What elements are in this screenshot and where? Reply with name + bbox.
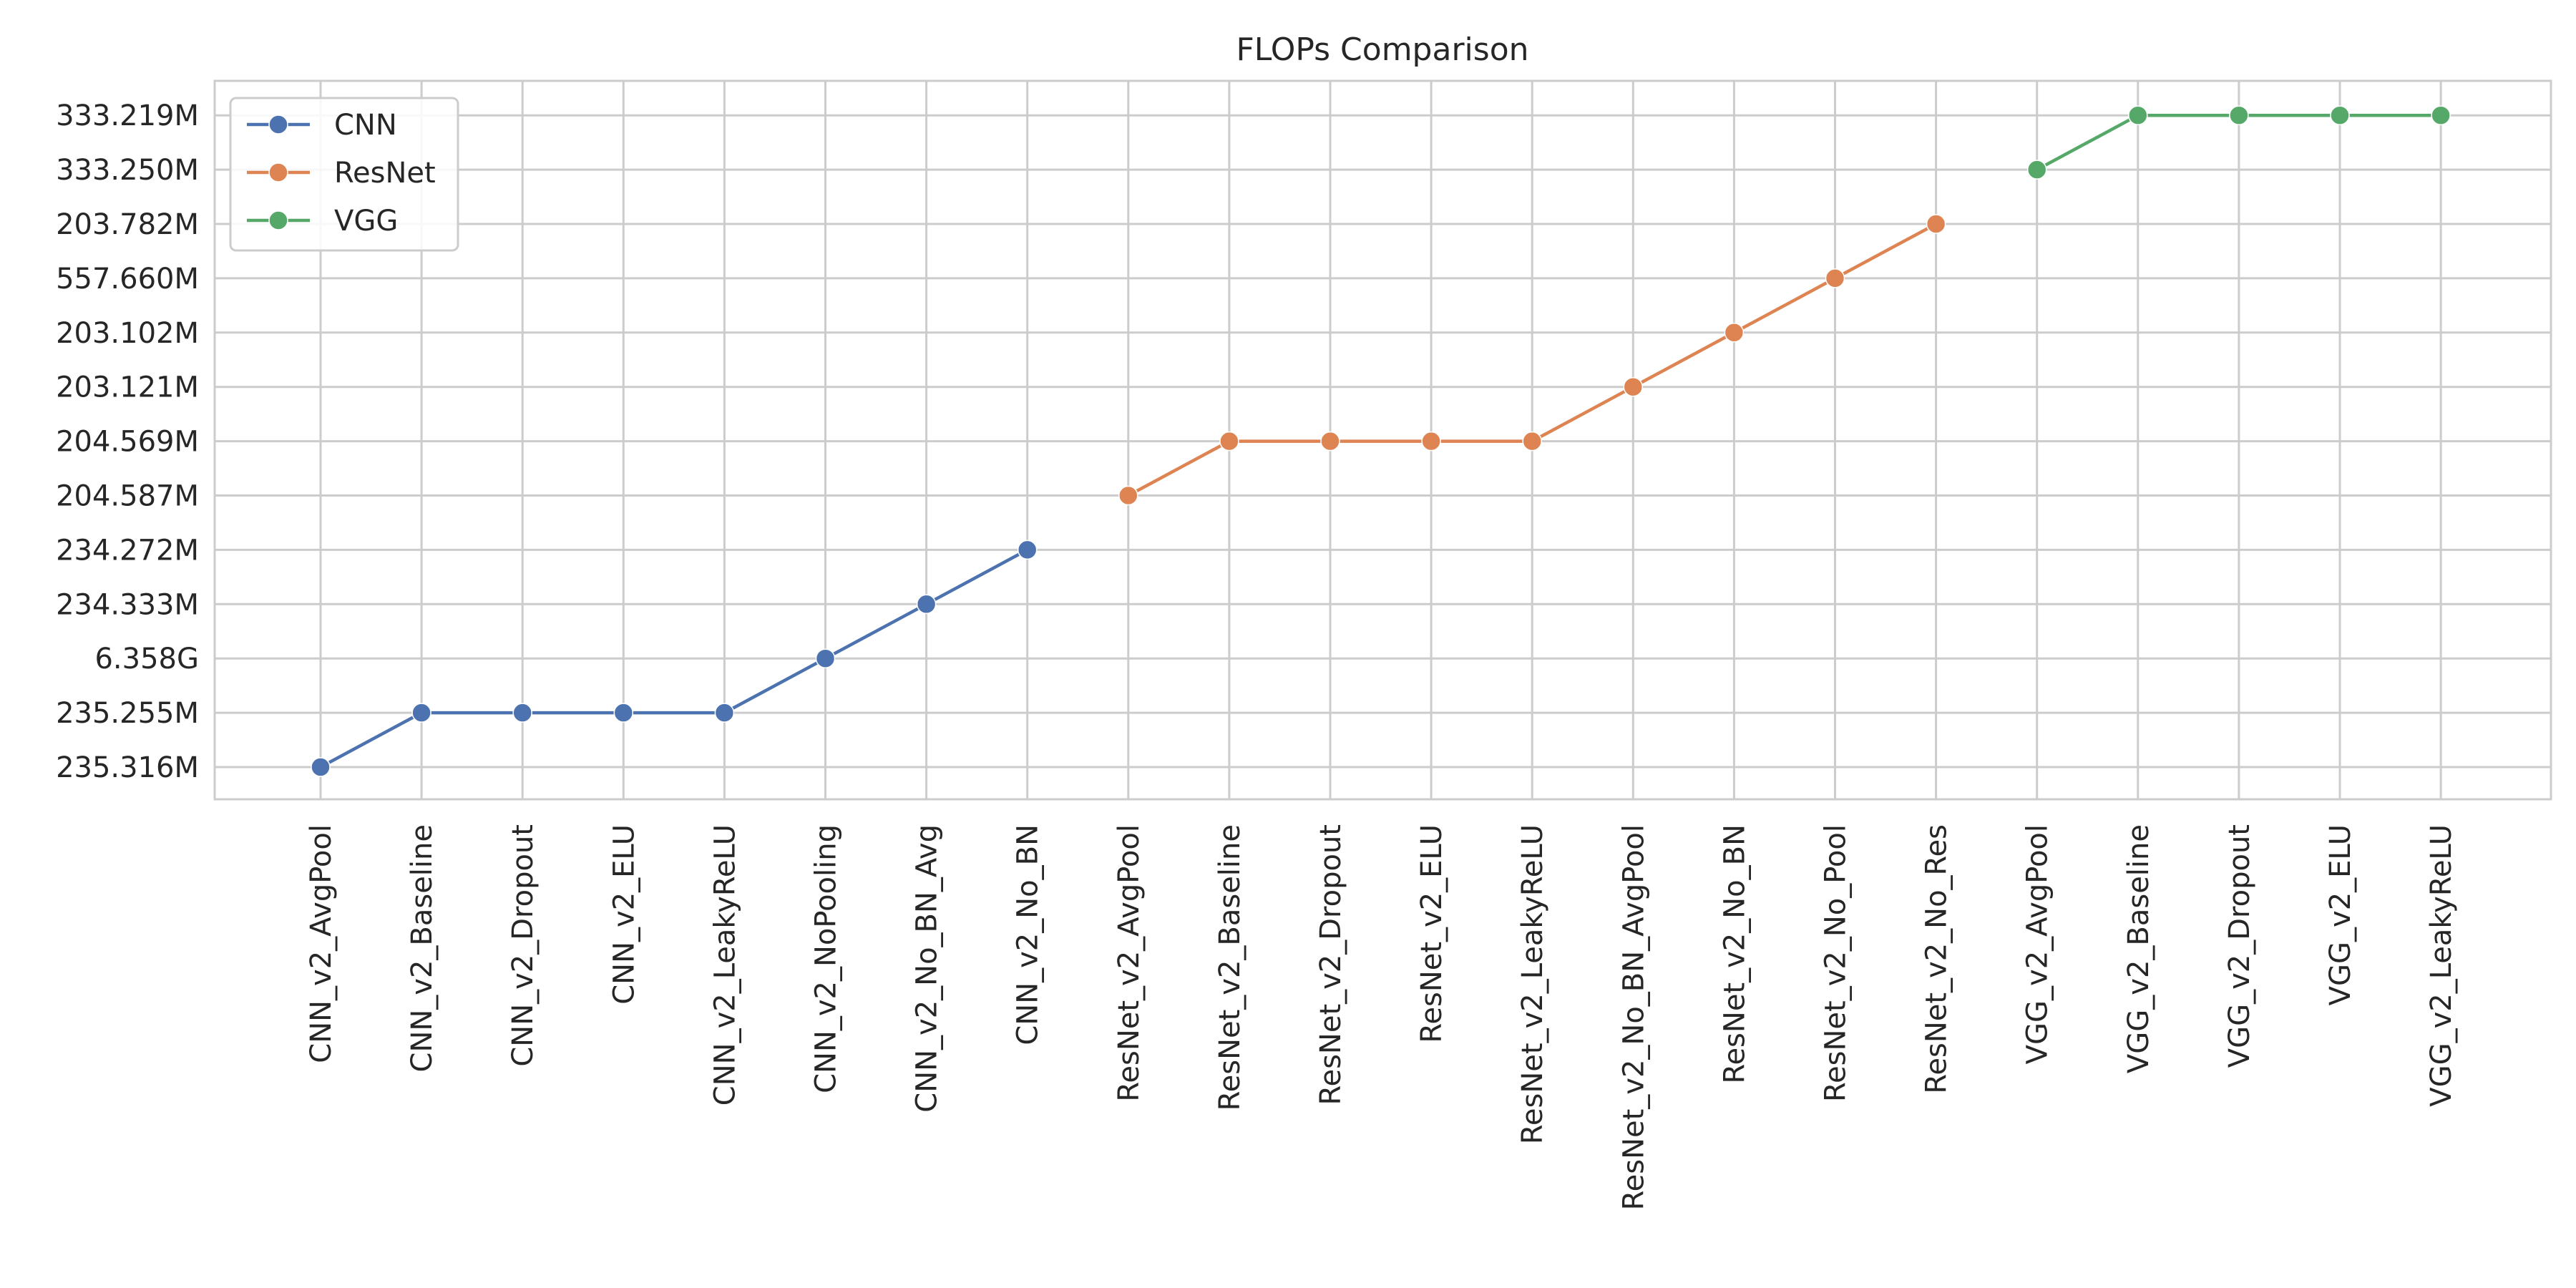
series-cnn xyxy=(311,540,1038,777)
data-point-resnet xyxy=(1825,268,1845,288)
x-tick-labels: CNN_v2_AvgPool CNN_v2_Baseline CNN_v2_Drop… xyxy=(305,824,2458,1210)
y-tick-label: 234.333M xyxy=(56,588,199,621)
legend-marker-vgg xyxy=(268,210,288,230)
data-point-resnet xyxy=(1926,214,1946,234)
x-tick-label: ResNet_v2_AvgPool xyxy=(1113,824,1146,1102)
data-point-vgg xyxy=(2229,105,2249,125)
legend-label-resnet: ResNet xyxy=(334,157,436,190)
y-tick-label: 203.782M xyxy=(56,208,199,241)
legend-box xyxy=(229,97,459,252)
data-point-vgg xyxy=(2330,105,2350,125)
legend-marker-cnn xyxy=(268,114,288,135)
y-tick-labels: 235.316M 235.255M 6.358G 234.333M 234.272M 20… xyxy=(56,99,199,784)
legend: CNN ResNet VGG xyxy=(229,97,459,252)
x-tick-label: ResNet_v2_Dropout xyxy=(1314,824,1347,1106)
data-point-resnet xyxy=(1219,431,1239,452)
x-tick-label: CNN_v2_No_BN_Avg xyxy=(911,824,944,1113)
y-tick-label: 333.250M xyxy=(56,154,199,187)
y-tick-label: 204.587M xyxy=(56,480,199,513)
y-tick-label: 203.102M xyxy=(56,317,199,350)
data-point-vgg xyxy=(2431,105,2451,125)
x-tick-label: CNN_v2_ELU xyxy=(608,824,640,1005)
data-point-resnet xyxy=(1320,431,1340,452)
y-tick-label: 204.569M xyxy=(56,426,199,459)
data-point-vgg xyxy=(2026,160,2047,180)
data-point-cnn xyxy=(916,594,937,615)
legend-marker-resnet xyxy=(268,162,288,182)
x-tick-label: VGG_v2_AvgPool xyxy=(2021,824,2054,1064)
series-vgg xyxy=(2026,105,2451,180)
y-tick-label: 235.316M xyxy=(56,751,199,784)
x-tick-label: ResNet_v2_No_Pool xyxy=(1820,824,1853,1102)
x-tick-label: CNN_v2_Dropout xyxy=(507,824,540,1067)
x-tick-label: CNN_v2_LeakyReLU xyxy=(708,824,741,1106)
x-tick-label: VGG_v2_Dropout xyxy=(2223,824,2256,1068)
data-point-cnn xyxy=(714,703,735,723)
y-tick-label: 234.272M xyxy=(56,534,199,567)
x-tick-label: VGG_v2_LeakyReLU xyxy=(2425,824,2458,1107)
x-tick-label: ResNet_v2_No_BN xyxy=(1718,824,1751,1084)
data-point-cnn xyxy=(512,703,532,723)
x-tick-label: ResNet_v2_No_Res xyxy=(1921,824,1953,1094)
legend-label-cnn: CNN xyxy=(334,109,397,142)
data-point-resnet xyxy=(1421,431,1441,452)
x-tick-label: ResNet_v2_ELU xyxy=(1415,824,1448,1043)
x-tick-label: ResNet_v2_Baseline xyxy=(1214,824,1246,1111)
x-tick-label: CNN_v2_Baseline xyxy=(406,824,439,1072)
series-line-cnn xyxy=(318,548,1029,769)
plot-frame xyxy=(213,79,2552,801)
x-tick-label: ResNet_v2_No_BN_AvgPool xyxy=(1617,824,1650,1210)
series-resnet xyxy=(1118,214,1946,506)
x-tick-label: CNN_v2_AvgPool xyxy=(305,824,338,1063)
data-point-resnet xyxy=(1118,485,1138,506)
x-tick-label: VGG_v2_ELU xyxy=(2324,824,2357,1005)
data-point-resnet xyxy=(1522,431,1542,452)
y-tick-label: 203.121M xyxy=(56,371,199,404)
data-point-resnet xyxy=(1724,323,1745,343)
x-tick-label: CNN_v2_NoPooling xyxy=(810,824,843,1093)
y-tick-label: 557.660M xyxy=(56,263,199,296)
x-tick-label: CNN_v2_No_BN xyxy=(1012,824,1045,1045)
data-point-cnn xyxy=(1017,540,1038,560)
data-point-cnn xyxy=(815,648,836,668)
legend-label-vgg: VGG xyxy=(334,205,398,238)
y-tick-label: 235.255M xyxy=(56,697,199,730)
data-point-cnn xyxy=(411,703,431,723)
data-point-cnn xyxy=(613,703,634,723)
x-tick-label: ResNet_v2_LeakyReLU xyxy=(1516,824,1549,1144)
series-layer xyxy=(311,105,2451,777)
x-tick-label: VGG_v2_Baseline xyxy=(2122,824,2155,1073)
data-point-resnet xyxy=(1623,376,1644,397)
data-point-cnn xyxy=(311,757,331,777)
y-tick-label: 6.358G xyxy=(94,643,199,675)
chart-title: FLOPs Comparison xyxy=(1236,31,1529,68)
data-point-vgg xyxy=(2128,105,2148,125)
y-tick-label: 333.219M xyxy=(56,99,199,132)
